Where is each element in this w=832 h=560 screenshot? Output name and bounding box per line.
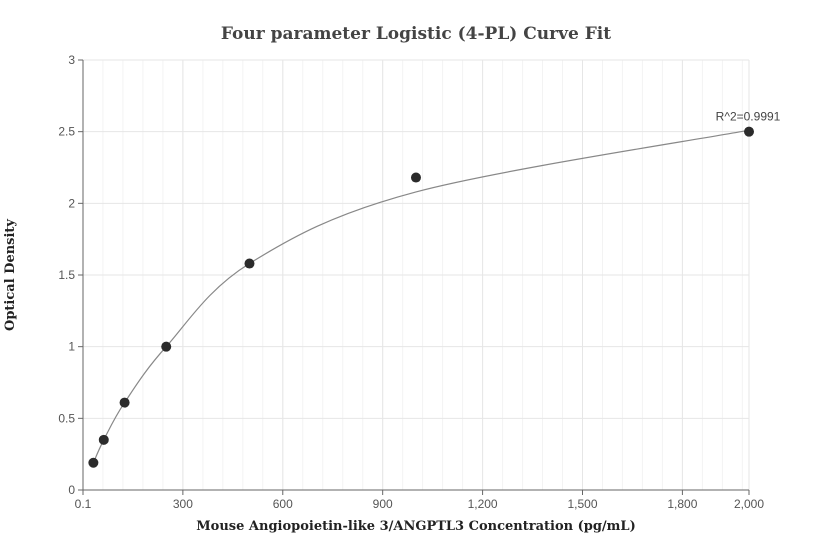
y-axis-title: Optical Density xyxy=(3,219,18,331)
fit-curve xyxy=(92,129,750,464)
data-point xyxy=(98,434,109,445)
data-point xyxy=(410,172,421,183)
x-tick-label: 2,000 xyxy=(734,497,764,511)
data-point xyxy=(744,126,754,137)
x-tick-label: 600 xyxy=(273,497,293,511)
x-axis-title: Mouse Angiopoietin-like 3/ANGPTL3 Concen… xyxy=(196,519,635,534)
data-point xyxy=(161,341,172,352)
grid-major xyxy=(83,59,750,490)
r-squared-annotation: R^2=0.9991 xyxy=(716,110,781,124)
y-ticks: 0 0.5 1 1.5 2 2.5 3 xyxy=(58,53,83,497)
y-tick-label: 3 xyxy=(68,53,75,67)
data-point xyxy=(88,457,99,468)
data-point xyxy=(244,258,255,269)
data-points xyxy=(88,126,754,468)
y-tick-label: 2 xyxy=(68,196,75,210)
x-tick-label: 1,800 xyxy=(667,497,697,511)
x-ticks: 0.1 300 600 900 1,200 1,500 1,800 2,000 xyxy=(75,490,764,511)
x-tick-label: 1,500 xyxy=(567,497,597,511)
x-tick-label: 1,200 xyxy=(468,497,498,511)
y-tick-label: 1.5 xyxy=(58,268,75,282)
y-tick-label: 0 xyxy=(68,483,75,497)
y-tick-label: 1 xyxy=(68,340,75,354)
y-tick-label: 0.5 xyxy=(58,411,75,425)
data-point xyxy=(119,397,130,408)
x-tick-label: 300 xyxy=(173,497,193,511)
x-tick-label: 900 xyxy=(373,497,393,511)
x-tick-label: 0.1 xyxy=(75,497,92,511)
chart-title: Four parameter Logistic (4-PL) Curve Fit xyxy=(221,24,611,44)
y-tick-label: 2.5 xyxy=(58,125,75,139)
